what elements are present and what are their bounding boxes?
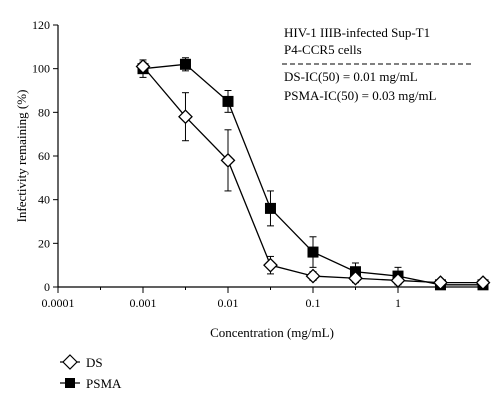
x-axis-label: Concentration (mg/mL) [210,325,334,340]
x-tick-label: 0.01 [218,296,239,310]
ds-point [475,275,491,291]
annotation-line-1: HIV-1 IIIB-infected Sup-T1 [284,25,430,40]
legend-item-psma: PSMA [60,376,122,391]
psma-point [307,246,319,258]
ds-point [433,275,448,291]
legend-ds-label: DS [86,355,103,370]
psma-point [222,95,234,107]
legend-item-ds: DS [60,354,103,370]
y-axis-label: Infectivity remaining (%) [14,90,29,223]
x-tick-label: 0.0001 [42,296,75,310]
legend-ds-marker [62,354,78,370]
ds-point [390,273,406,288]
y-tick-label: 0 [44,280,50,294]
annotation-line-4: PSMA-IC(50) = 0.03 mg/mL [284,88,437,103]
y-tick-label: 60 [38,149,50,163]
x-tick-label: 0.1 [306,296,321,310]
plot-area: 0 20 40 60 80 100 120 0.0001 0.001 0.01 0.1 1 [32,18,491,310]
ds-point [263,257,278,273]
ds-point [348,270,363,286]
y-tick-label: 80 [38,105,50,119]
legend: DS PSMA [60,354,122,391]
psma-point [264,202,276,214]
y-tick-label: 40 [38,193,50,207]
x-tick-label: 1 [395,296,401,310]
annotation-line-3: DS-IC(50) = 0.01 mg/mL [284,69,418,84]
ds-point [305,268,321,284]
ds-point [220,152,236,168]
psma-point [179,58,191,70]
y-tick-label: 20 [38,236,50,250]
y-tick-label: 100 [32,62,50,76]
legend-psma-label: PSMA [86,376,122,391]
x-tick-label: 0.001 [130,296,157,310]
ds-point [135,59,151,74]
ds-point [178,109,193,125]
legend-psma-marker [65,378,75,388]
annotation-line-2: P4-CCR5 cells [284,42,362,57]
y-tick-label: 120 [32,18,50,32]
annotation: HIV-1 IIIB-infected Sup-T1 P4-CCR5 cells… [282,25,472,103]
